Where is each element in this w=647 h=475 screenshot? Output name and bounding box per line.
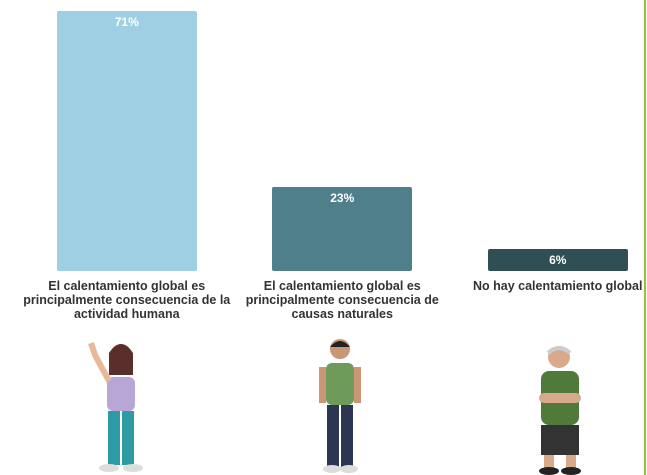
category-label: El calentamiento global es principalment… [245,279,439,321]
bar: 23% [272,186,413,271]
figure-woman [88,342,143,472]
bar: 71% [56,11,197,271]
value-label: 6% [549,253,567,268]
edge-line [644,0,646,475]
category-label: No hay calentamiento global [473,279,643,293]
value-label: 23% [330,190,355,205]
figure-old-man [539,346,581,475]
bar: 6% [487,249,628,271]
figure-man [319,339,361,473]
category-label: El calentamiento global es principalment… [23,279,231,321]
value-label: 71% [114,15,139,29]
